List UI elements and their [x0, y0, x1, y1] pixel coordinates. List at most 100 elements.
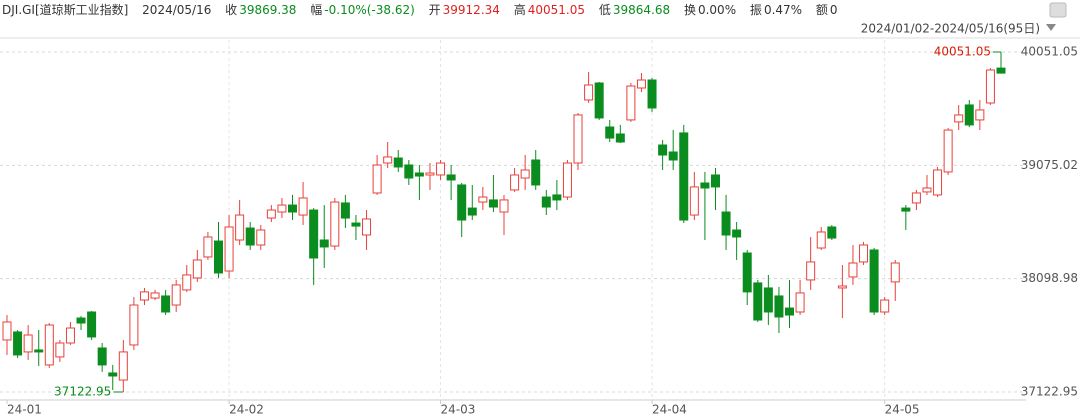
symbol: DJI.GI[道琼斯工业指数] — [2, 3, 129, 17]
candle-body — [13, 331, 23, 356]
candle-body — [351, 222, 361, 227]
candle-body — [256, 229, 266, 246]
amount-value: 0 — [829, 3, 838, 17]
candle-body — [520, 169, 530, 179]
candle-body — [235, 214, 245, 241]
candle-body — [65, 327, 75, 344]
candle-body — [288, 204, 298, 213]
candle-body — [298, 197, 308, 216]
candle-body — [679, 132, 689, 221]
candle-body — [996, 67, 1006, 74]
candle-body — [488, 199, 498, 208]
candle-body — [890, 262, 900, 283]
x-tick-label: 24-01 — [7, 403, 42, 416]
candle-body — [594, 82, 604, 119]
candle-body — [319, 239, 329, 248]
candle-body — [658, 144, 668, 156]
y-tick-label: 40051.05 — [1021, 45, 1078, 59]
candle-body — [457, 184, 467, 221]
candle-body — [806, 261, 816, 281]
candle-body — [362, 218, 372, 236]
candle-body — [975, 109, 985, 121]
amplitude-value: 0.47% — [763, 3, 803, 17]
candle-body — [192, 259, 202, 279]
candle-body — [383, 156, 393, 164]
candle-body — [710, 174, 720, 188]
candle-body — [499, 199, 509, 213]
date-range[interactable]: 2024/01/02-2024/05/16(95日) — [861, 22, 1040, 36]
candle-body — [732, 229, 742, 238]
candle-body — [816, 231, 826, 249]
label: 开 — [428, 3, 441, 17]
candle-body — [785, 307, 795, 316]
candle-body — [721, 211, 731, 236]
candle-body — [171, 284, 181, 306]
candle-body — [404, 164, 414, 179]
candle-body — [34, 349, 44, 353]
candle-body — [985, 69, 995, 104]
x-tick-label: 24-04 — [652, 403, 687, 416]
candle-body — [742, 252, 752, 293]
min-label: 37122.95 — [54, 385, 111, 399]
candle-body — [245, 227, 255, 246]
candle-body — [795, 292, 805, 313]
candle-body — [372, 164, 382, 194]
candle-body — [689, 186, 699, 216]
label: 幅 — [310, 3, 323, 17]
candle-body — [213, 240, 223, 274]
candle-body — [605, 126, 615, 139]
close-value: 39869.38 — [239, 3, 297, 17]
candle-body — [510, 174, 520, 191]
candle-body — [118, 351, 128, 381]
candle-body — [954, 114, 964, 123]
candle-body — [266, 209, 276, 219]
candle-body — [668, 151, 678, 161]
low-value: 39864.68 — [612, 3, 671, 17]
candle-body — [139, 291, 149, 301]
label: 振 — [749, 3, 762, 17]
candle-body — [647, 79, 657, 109]
candle-body — [922, 187, 932, 193]
candle-body — [552, 194, 562, 201]
candle-body — [108, 372, 118, 377]
high-value: 40051.05 — [527, 3, 586, 17]
candle-body — [425, 172, 435, 176]
dropdown-arrow[interactable] — [1046, 24, 1056, 31]
candle-body — [562, 162, 572, 198]
candle-body — [943, 129, 953, 173]
candle-body — [880, 299, 890, 313]
y-tick-label: 39075.02 — [1021, 158, 1078, 172]
candle-body — [700, 182, 710, 189]
candle-body — [933, 169, 943, 196]
candle-body — [44, 324, 54, 366]
y-tick-label: 38098.98 — [1021, 271, 1078, 285]
label: 额 — [815, 3, 828, 17]
candle-body — [436, 162, 446, 176]
x-tick-label: 24-02 — [229, 403, 264, 416]
label: 低 — [598, 3, 611, 17]
settings-icon[interactable] — [1049, 2, 1067, 18]
candle-body — [869, 249, 879, 313]
candle-body — [87, 311, 97, 338]
candle-body — [859, 244, 869, 263]
candle-body — [330, 201, 340, 247]
candle-body — [531, 159, 541, 186]
candle-body — [541, 196, 551, 208]
candle-body — [911, 192, 921, 204]
label: 换 — [683, 3, 696, 17]
candle-body — [774, 295, 784, 318]
quote-date: 2024/05/16 — [142, 3, 212, 17]
label: 高 — [513, 3, 526, 17]
candle-body — [964, 104, 974, 126]
candle-body — [23, 334, 33, 353]
candle-body — [161, 295, 171, 313]
y-tick-label: 37122.95 — [1021, 385, 1078, 399]
candle-body — [446, 174, 456, 181]
candle-body — [203, 236, 213, 258]
candle-body — [182, 274, 192, 291]
candle-body — [584, 84, 594, 101]
candle-body — [224, 226, 234, 272]
candle-body — [76, 317, 86, 324]
